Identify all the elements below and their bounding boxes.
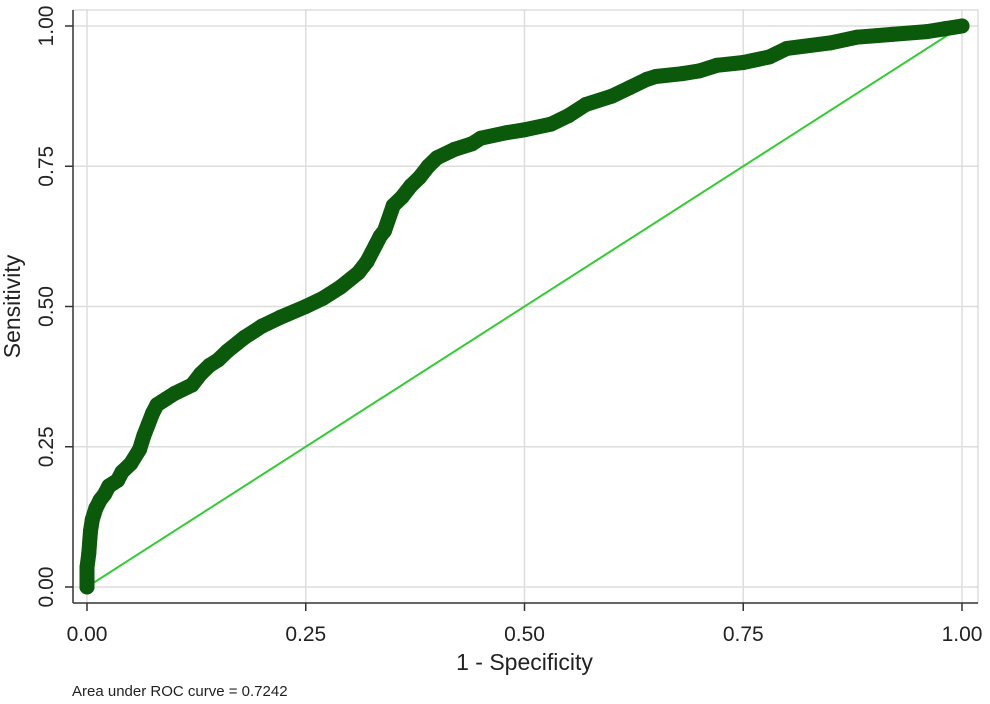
roc-point xyxy=(394,189,410,205)
roc-point xyxy=(499,125,515,141)
roc-point xyxy=(350,265,366,281)
roc-point xyxy=(123,456,139,472)
x-tick-label: 0.50 xyxy=(504,623,545,646)
roc-point xyxy=(359,254,375,270)
roc-point xyxy=(333,279,349,295)
roc-point xyxy=(674,66,690,82)
roc-point xyxy=(132,442,147,458)
roc-point xyxy=(298,299,314,314)
y-tick-label: 0.00 xyxy=(35,567,58,608)
roc-point xyxy=(937,21,952,37)
x-tick-label: 0.00 xyxy=(67,623,108,646)
roc-point xyxy=(735,54,751,70)
roc-point xyxy=(237,329,252,345)
roc-point xyxy=(648,68,664,84)
roc-point xyxy=(83,523,98,539)
roc-point xyxy=(954,18,970,34)
roc-point xyxy=(429,150,445,166)
x-tick-label: 1.00 xyxy=(942,623,983,646)
y-tick-label: 0.25 xyxy=(35,426,58,467)
roc-point xyxy=(543,116,559,132)
roc-point xyxy=(622,80,637,96)
y-tick-label: 0.50 xyxy=(35,286,58,327)
roc-point xyxy=(849,29,865,45)
x-tick-label: 0.75 xyxy=(723,623,764,646)
roc-point xyxy=(762,49,777,65)
roc-point xyxy=(315,290,331,306)
roc-point xyxy=(167,385,182,401)
reference-diagonal-line xyxy=(86,25,963,588)
roc-point xyxy=(517,122,532,138)
roc-point xyxy=(219,343,235,359)
roc-point xyxy=(919,24,935,40)
tick-labels: 0.00 0.25 0.50 0.75 1.00 0.00 0.25 0.50 0.75 1.00 xyxy=(35,6,982,646)
y-tick-label: 0.75 xyxy=(35,146,58,187)
roc-point xyxy=(779,40,795,56)
roc-point xyxy=(823,35,839,51)
roc-point xyxy=(692,63,707,79)
roc-point xyxy=(884,26,900,42)
roc-point xyxy=(709,57,725,73)
roc-point xyxy=(473,130,489,146)
roc-point xyxy=(272,310,287,326)
x-axis-title: 1 - Specificity xyxy=(456,649,593,675)
roc-point xyxy=(578,97,594,113)
y-axis-title: Sensitivity xyxy=(0,254,25,358)
y-tick-label: 1.00 xyxy=(35,6,58,47)
roc-point xyxy=(79,559,95,575)
roc-point xyxy=(79,579,95,595)
x-tick-label: 0.25 xyxy=(285,623,326,646)
grid-lines xyxy=(73,10,978,603)
auc-annotation: Area under ROC curve = 0.7242 xyxy=(72,683,288,700)
roc-point xyxy=(184,377,200,393)
roc-point xyxy=(560,108,576,124)
roc-point xyxy=(412,169,427,185)
roc-point xyxy=(447,141,462,157)
roc-point xyxy=(604,88,620,104)
roc-point xyxy=(254,318,270,334)
roc-curve xyxy=(79,18,970,595)
roc-point xyxy=(81,545,97,561)
roc-point xyxy=(377,223,392,239)
